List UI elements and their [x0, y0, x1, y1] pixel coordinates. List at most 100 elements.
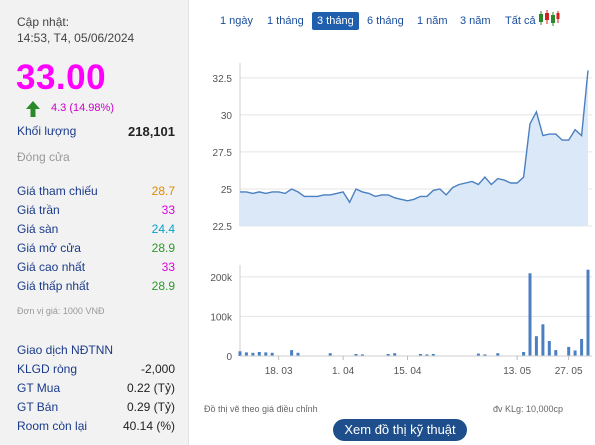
stat-label: Giá sàn	[17, 222, 59, 236]
stat-label: Giá trần	[17, 203, 60, 217]
stat-label: Giá mở cửa	[17, 241, 81, 255]
stat-row: Giá thấp nhất 28.9	[17, 279, 175, 297]
foreign-value: 40.14 (%)	[122, 419, 175, 433]
stat-value: 24.4	[151, 222, 175, 236]
tab-period[interactable]: Tất cả	[505, 15, 536, 27]
price-tick-label: 25	[221, 185, 233, 196]
volume-bar	[476, 353, 480, 356]
volume-y-axis: 0 100k 200k	[210, 265, 241, 363]
price-change: 4.3 (14.98%)	[51, 102, 114, 114]
price-area	[240, 70, 588, 227]
volume-bar	[386, 354, 390, 356]
stat-row: Giá trần 33	[17, 203, 175, 221]
volume-value: 218,101	[128, 124, 175, 139]
stat-value: 28.7	[151, 184, 175, 198]
volume-label: Khối lượng	[17, 124, 77, 138]
tab-period[interactable]: 1 năm	[417, 15, 448, 27]
session-status-row: Đóng cửa	[17, 150, 175, 168]
price-tick-label: 30	[221, 111, 233, 122]
candlestick-icon[interactable]	[538, 9, 560, 27]
volume-bar	[296, 352, 300, 356]
foreign-label: KLGD ròng	[17, 362, 78, 376]
volume-bar	[431, 354, 435, 356]
price-line	[240, 70, 589, 204]
foreign-title-row: Giao dịch NĐTNN	[17, 343, 175, 361]
current-price: 33.00	[16, 58, 107, 97]
volume-bar	[360, 354, 364, 356]
volume-bar	[573, 350, 577, 356]
unit-note: Đơn vị giá: 1000 VNĐ	[17, 306, 105, 316]
tab-period[interactable]: 6 tháng	[367, 15, 404, 27]
tab-period[interactable]: 1 tháng	[267, 15, 304, 27]
volume-bar	[547, 341, 551, 356]
volume-bar	[483, 354, 487, 356]
x-tick-label: 1. 04	[332, 366, 355, 377]
stat-row: Giá mở cửa 28.9	[17, 241, 175, 259]
stat-row: Giá cao nhất 33	[17, 260, 175, 278]
stat-value: 28.9	[151, 241, 175, 255]
price-volume-chart: 22.5 25 27.5 30 32.5 0 100k 200k 18. 03 1. 04 15…	[210, 63, 592, 377]
update-time: 14:53, T4, 05/06/2024	[17, 31, 135, 45]
stat-label: Giá cao nhất	[17, 260, 86, 274]
stat-row: Giá sàn 24.4	[17, 222, 175, 240]
session-status: Đóng cửa	[17, 150, 70, 164]
volume-bar	[554, 350, 558, 356]
volume-bar	[496, 353, 500, 356]
volume-bar	[257, 352, 261, 356]
volume-tick-label: 0	[226, 352, 232, 363]
stat-value: 33	[161, 203, 175, 217]
adjusted-price-note: Đồ thị vẽ theo giá điều chỉnh	[204, 404, 318, 414]
volume-bar	[541, 324, 545, 356]
update-label: Cập nhật:	[17, 15, 70, 29]
foreign-title: Giao dịch NĐTNN	[17, 343, 114, 357]
foreign-value: 0.22 (Tỷ)	[126, 381, 175, 395]
tab-period[interactable]: 3 năm	[460, 15, 491, 27]
volume-bar	[580, 339, 584, 356]
volume-bar	[244, 352, 248, 356]
stat-value: 28.9	[151, 279, 175, 293]
volume-bar	[418, 354, 422, 356]
foreign-value: 0.29 (Tỷ)	[126, 400, 175, 414]
foreign-value: -2,000	[140, 362, 175, 376]
arrow-up-icon	[26, 101, 40, 117]
x-tick-label: 18. 03	[265, 366, 293, 377]
volume-bar	[264, 352, 268, 356]
date-x-axis: 18. 03 1. 04 15. 04 13. 05 27. 05	[265, 356, 583, 377]
volume-bar	[393, 353, 397, 356]
foreign-label: GT Mua	[17, 381, 61, 395]
volume-bars	[238, 269, 592, 357]
volume-bar	[567, 346, 571, 356]
x-tick-label: 15. 04	[394, 366, 422, 377]
volume-bar	[586, 269, 590, 356]
volume-tick-label: 200k	[210, 273, 233, 284]
volume-bar	[425, 354, 429, 356]
quote-panel: Cập nhật: 14:53, T4, 05/06/2024 33.00 4.…	[0, 0, 189, 445]
tab-period[interactable]: 1 ngày	[220, 15, 254, 27]
foreign-row: GT Bán 0.29 (Tỷ)	[17, 400, 175, 418]
technical-chart-button[interactable]: Xem đồ thị kỹ thuật	[333, 419, 467, 441]
volume-bar	[534, 336, 538, 356]
foreign-row: KLGD ròng -2,000	[17, 362, 175, 380]
x-tick-label: 13. 05	[503, 366, 531, 377]
volume-unit-note: đv KLg: 10,000cp	[493, 404, 564, 414]
volume-row: Khối lượng 218,101	[17, 124, 175, 142]
foreign-row: GT Mua 0.22 (Tỷ)	[17, 381, 175, 399]
tab-period[interactable]: 3 tháng	[312, 12, 359, 30]
volume-bar	[522, 352, 526, 356]
volume-bar	[528, 273, 532, 356]
price-tick-label: 27.5	[213, 148, 233, 159]
stat-row: Giá tham chiếu 28.7	[17, 184, 175, 202]
price-tick-label: 22.5	[213, 222, 233, 233]
volume-gridlines	[240, 276, 592, 357]
volume-bar	[238, 351, 242, 356]
stat-label: Giá thấp nhất	[17, 279, 90, 293]
volume-bar	[270, 352, 274, 356]
foreign-label: Room còn lại	[17, 419, 88, 433]
foreign-label: GT Bán	[17, 400, 59, 414]
foreign-row: Room còn lại 40.14 (%)	[17, 419, 175, 437]
stat-label: Giá tham chiếu	[17, 184, 98, 198]
volume-bar	[354, 354, 358, 356]
volume-bar	[328, 353, 332, 356]
price-tick-label: 32.5	[213, 74, 233, 85]
stat-value: 33	[161, 260, 175, 274]
